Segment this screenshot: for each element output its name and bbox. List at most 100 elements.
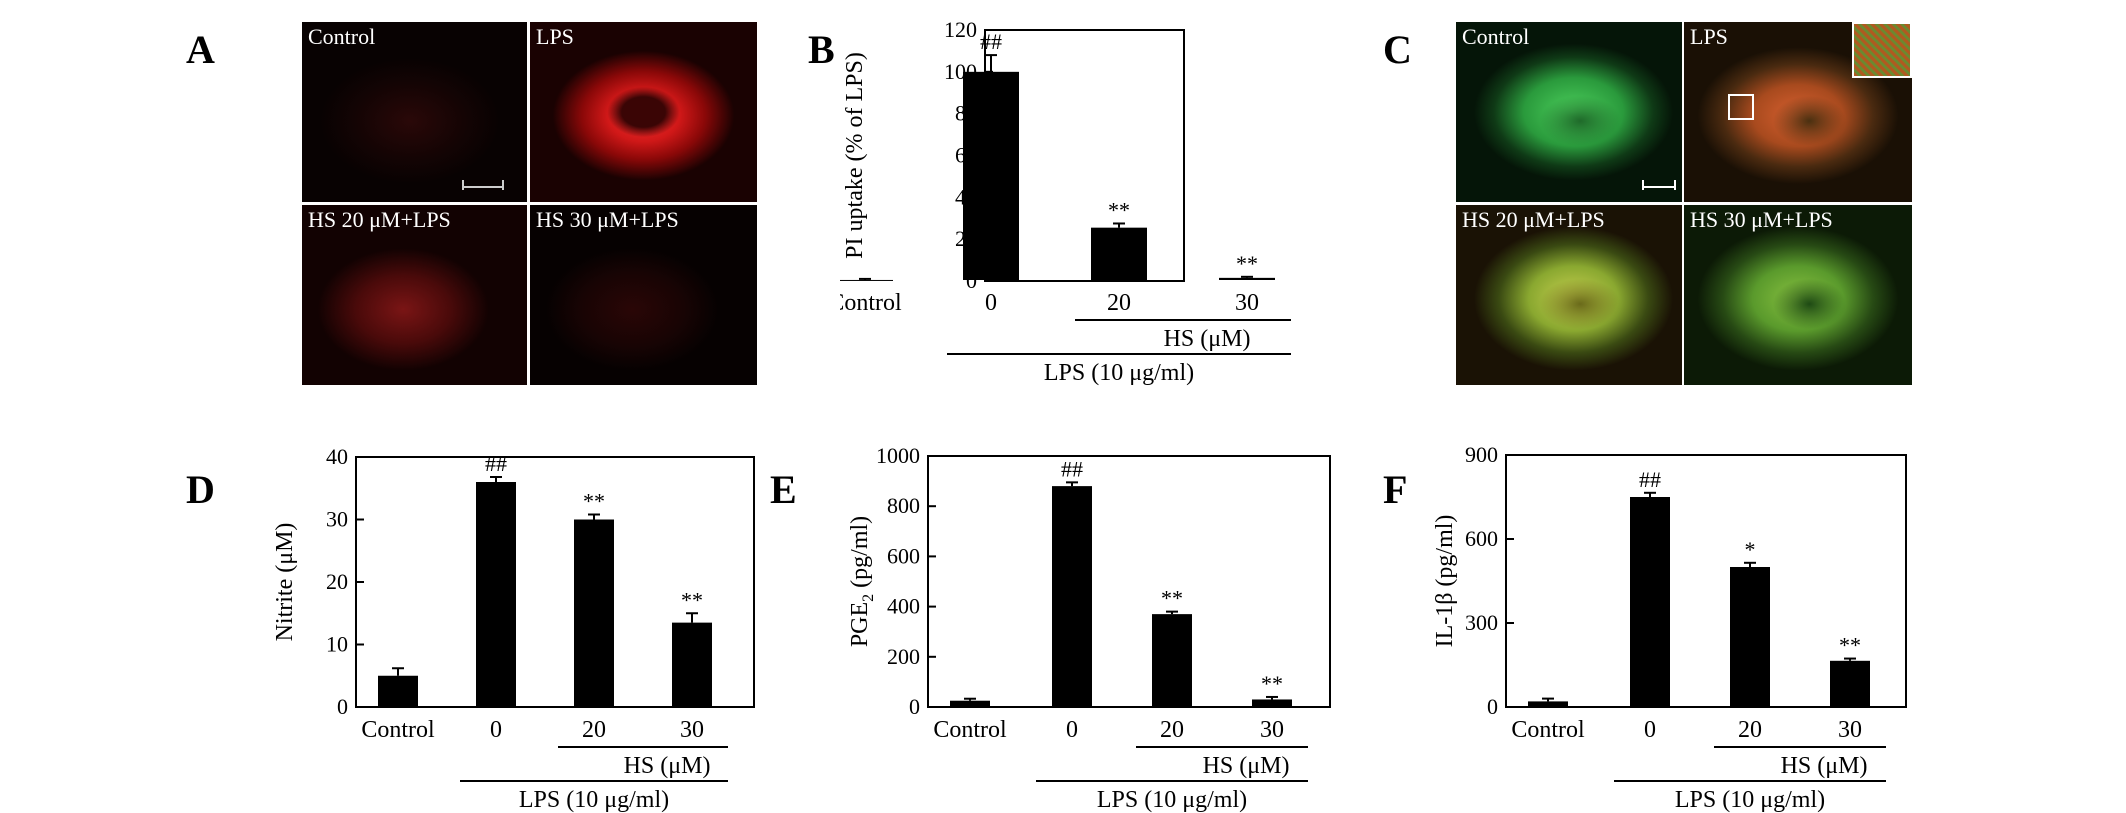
y-tick-label: 300 [1465, 610, 1498, 635]
x-tick-label: 20 [1738, 717, 1762, 743]
image-label: HS 20 μM+LPS [1462, 207, 1605, 232]
y-tick-label: 0 [966, 268, 977, 293]
image-label: HS 30 μM+LPS [536, 207, 679, 232]
bar [950, 700, 990, 707]
bar [1052, 486, 1092, 707]
image-label: Control [308, 24, 376, 49]
y-tick-label: 1000 [876, 445, 920, 468]
scale-bar [1642, 186, 1676, 188]
x-tick-label: 30 [1235, 290, 1259, 316]
y-tick-label: 200 [887, 644, 920, 669]
bar [476, 482, 516, 707]
bar [1091, 227, 1147, 280]
significance-marker: ## [1061, 456, 1083, 481]
panel-label-f: F [1383, 467, 1408, 512]
bar [1252, 699, 1292, 707]
x-tick-label: 20 [582, 717, 606, 743]
lps-group-label: LPS (10 μg/ml) [1097, 787, 1247, 813]
hs-group-label: HS (μM) [1164, 326, 1251, 352]
significance-marker: ## [485, 451, 507, 476]
y-tick-label: 600 [887, 543, 920, 568]
bar [1630, 497, 1670, 707]
significance-marker: ** [1108, 197, 1130, 222]
significance-marker: ** [1261, 671, 1283, 696]
x-tick-label: Control [361, 717, 435, 743]
scale-bar-end [462, 180, 464, 190]
bar [1830, 660, 1870, 707]
hs-group-label: HS (μM) [624, 753, 711, 779]
x-tick-label: 0 [490, 717, 502, 743]
plot-frame [927, 455, 1331, 708]
bar [963, 71, 1019, 280]
y-tick-label: 600 [1465, 526, 1498, 551]
chart-panel-d: 0 10 20 30 40 Nitrite (μM) Control ## 0 ** 20 ** 30 H… [272, 445, 755, 813]
y-axis-label: IL-1β (pg/ml) [1432, 515, 1458, 648]
x-tick-label: 0 [1644, 717, 1656, 743]
x-tick-label: 0 [985, 290, 997, 316]
scale-bar-end [1674, 180, 1676, 190]
x-tick-label: 30 [680, 717, 704, 743]
significance-marker: ## [1639, 467, 1661, 492]
chart-panel-f: 0 300 600 900 IL-1β (pg/ml) Control ## 0 * 20 ** 30… [1432, 445, 1907, 813]
significance-marker: * [1745, 537, 1756, 562]
hs-group-label: HS (μM) [1203, 753, 1290, 779]
lps-group-label: LPS (10 μg/ml) [1675, 787, 1825, 813]
y-tick-label: 30 [326, 507, 348, 532]
bar [1528, 701, 1568, 707]
y-axis-label: Nitrite (μM) [272, 523, 298, 642]
panel-label-c: C [1383, 27, 1412, 72]
scale-bar-end [1642, 180, 1644, 190]
image-label: Control [1462, 24, 1530, 49]
bar [672, 622, 712, 707]
y-tick-label: 10 [326, 632, 348, 657]
panel-label-d: D [186, 467, 215, 512]
y-axis-label: PGE2 (pg/ml) [847, 516, 877, 647]
y-tick-label: 0 [1487, 694, 1498, 719]
panel-label-e: E [770, 467, 797, 512]
y-tick-label: 400 [887, 594, 920, 619]
scale-bar [462, 186, 504, 188]
bar [574, 519, 614, 707]
panel-label-a: A [186, 27, 215, 72]
image-label: LPS [1690, 24, 1728, 49]
x-tick-label: Control [1511, 717, 1585, 743]
significance-marker: ** [583, 489, 605, 514]
panel-c-lps-image: LPS [1684, 22, 1912, 202]
bar [1219, 277, 1275, 280]
x-tick-label: Control [933, 717, 1007, 743]
lps-group-label: LPS (10 μg/ml) [519, 787, 669, 813]
bar [840, 279, 893, 281]
scale-bar-end [502, 180, 504, 190]
y-axis-label: PI uptake (% of LPS) [842, 52, 868, 259]
y-tick-label: 900 [1465, 445, 1498, 467]
significance-marker: ** [1839, 633, 1861, 658]
image-label: HS 20 μM+LPS [308, 207, 451, 232]
significance-marker: ** [1236, 251, 1258, 276]
x-tick-label: 20 [1107, 290, 1131, 316]
chart-panel-b: 020406080100120PI uptake (% of LPS)Contr… [840, 18, 1291, 386]
image-label: LPS [536, 24, 574, 49]
panel-a-hs30-image: HS 30 μM+LPS [530, 205, 757, 385]
significance-marker: ## [980, 29, 1002, 54]
inset-marker-box [1728, 94, 1754, 120]
y-tick-label: 0 [337, 694, 348, 719]
image-label: HS 30 μM+LPS [1690, 207, 1833, 232]
y-tick-label: 0 [909, 694, 920, 719]
inset-image [1852, 22, 1912, 78]
panel-c-hs20-image: HS 20 μM+LPS [1456, 205, 1682, 385]
panel-a-lps-image: LPS [530, 22, 757, 202]
significance-marker: ** [1161, 586, 1183, 611]
y-tick-label: 20 [326, 569, 348, 594]
y-tick-label: 120 [944, 18, 977, 42]
x-tick-label: 30 [1838, 717, 1862, 743]
significance-marker: ** [681, 587, 703, 612]
x-tick-label: 0 [1066, 717, 1078, 743]
y-tick-label: 800 [887, 493, 920, 518]
bar [1730, 567, 1770, 707]
y-tick-label: 40 [326, 445, 348, 469]
bar [1152, 614, 1192, 707]
x-tick-label: Control [840, 290, 902, 316]
chart-panel-e: 0 200 400 600 800 1000 PGE2 (pg/ml) Control ## 0 *… [847, 445, 1331, 813]
x-tick-label: 20 [1160, 717, 1184, 743]
plot-frame [1505, 454, 1907, 708]
